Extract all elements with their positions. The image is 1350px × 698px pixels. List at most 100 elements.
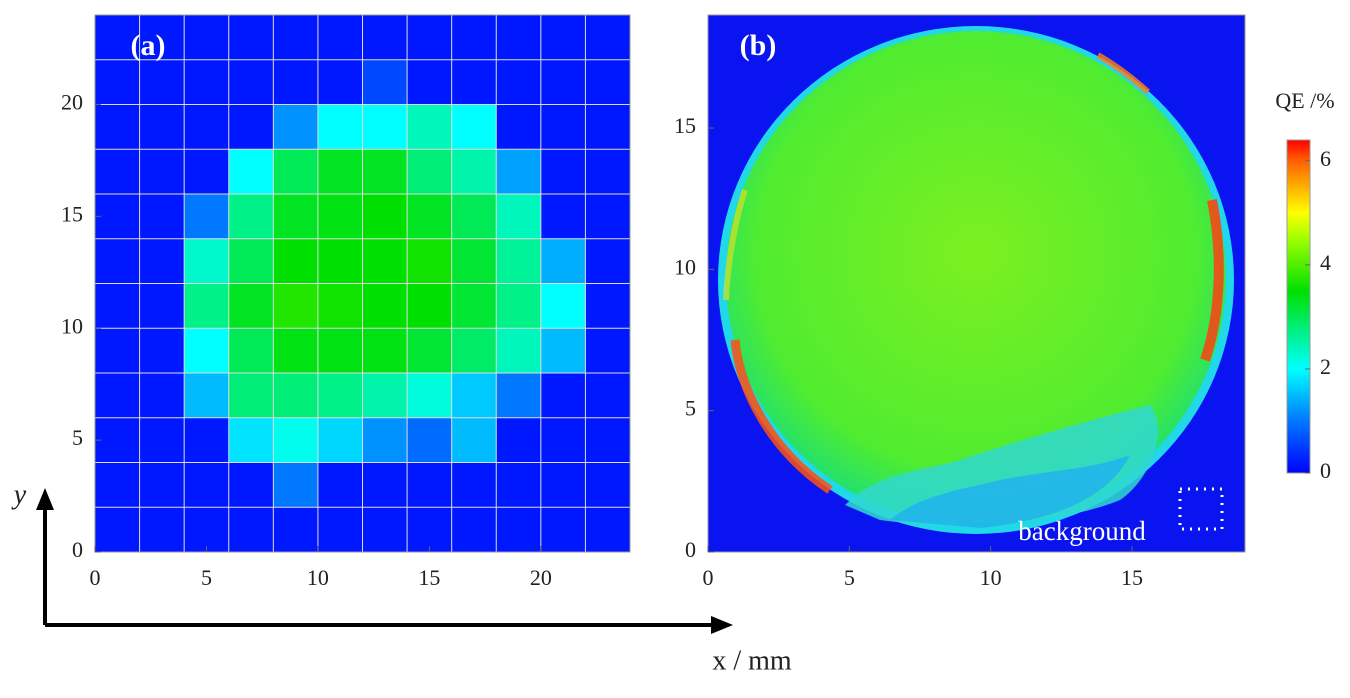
heatmap-cell [318,507,363,552]
heatmap-cell [273,284,318,329]
colorbar-tick-label: 0 [1320,458,1331,483]
heatmap-cell [229,373,274,418]
heatmap-cell [541,373,586,418]
heatmap-cell [452,15,497,60]
heatmap-layer [95,15,630,552]
colorbar-label: QE /% [1275,88,1334,113]
heatmap-cell [541,239,586,284]
heatmap-cell [229,15,274,60]
heatmap-cell [452,507,497,552]
heatmap-cell [585,507,630,552]
heatmap-cell [229,60,274,105]
y-tick-label: 0 [72,537,83,562]
heatmap-cell [95,105,140,150]
heatmap-cell [407,149,452,194]
heatmap-cell [229,194,274,239]
heatmap-cell [496,105,541,150]
heatmap-cell [184,507,229,552]
heatmap-cell [585,194,630,239]
heatmap-cell [184,15,229,60]
heatmap-cell [318,105,363,150]
heatmap-cell [541,284,586,329]
heatmap-cell [184,60,229,105]
heatmap-cell [585,60,630,105]
colorbar-tick-label: 2 [1320,354,1331,379]
heatmap-cell [95,328,140,373]
heatmap-cell [407,239,452,284]
heatmap-cell [229,463,274,508]
heatmap-cell [452,60,497,105]
heatmap-cell [363,463,408,508]
heatmap-cell [140,239,185,284]
heatmap-cell [318,373,363,418]
heatmap-cell [229,105,274,150]
arrow-head [36,488,54,510]
heatmap-cell [184,328,229,373]
heatmap-cell [318,149,363,194]
heatmap-cell [363,373,408,418]
heatmap-cell [363,239,408,284]
heatmap-cell [318,239,363,284]
heatmap-cell [273,239,318,284]
heatmap-cell [184,194,229,239]
heatmap-cell [585,463,630,508]
heatmap-cell [452,149,497,194]
y-tick-label: 15 [674,113,696,138]
heatmap-cell [140,284,185,329]
heatmap-cell [541,463,586,508]
heatmap-cell [229,328,274,373]
heatmap-cell [318,463,363,508]
heatmap-cell [273,60,318,105]
heatmap-cell [585,418,630,463]
colorbar-tick-label: 4 [1320,250,1331,275]
heatmap-cell [95,284,140,329]
heatmap-cell [318,418,363,463]
heatmap-cell [407,463,452,508]
x-tick-label: 5 [201,565,212,590]
heatmap-cell [407,418,452,463]
y-axis-label: y [11,479,27,510]
heatmap-cell [407,284,452,329]
heatmap-cell [140,194,185,239]
heatmap-cell [273,194,318,239]
heatmap-cell [496,418,541,463]
heatmap-cell [363,418,408,463]
heatmap-cell [496,463,541,508]
y-tick-label: 15 [61,201,83,226]
heatmap-cell [496,149,541,194]
heatmap-cell [452,418,497,463]
heatmap-cell [95,239,140,284]
heatmap-cell [585,284,630,329]
heatmap-cell [140,418,185,463]
heatmap-cell [496,239,541,284]
heatmap-cell [95,149,140,194]
x-tick-label: 10 [307,565,329,590]
heatmap-cell [407,60,452,105]
x-tick-label: 15 [1121,565,1143,590]
heatmap-cell [140,507,185,552]
heatmap-cell [585,239,630,284]
heatmap-cell [407,373,452,418]
heatmap-cell [318,284,363,329]
heatmap-cell [318,60,363,105]
heatmap-cell [318,328,363,373]
heatmap-cell [407,15,452,60]
heatmap-cell [496,507,541,552]
heatmap-cell [229,239,274,284]
heatmap-cell [585,105,630,150]
heatmap-cell [496,373,541,418]
heatmap-cell [541,194,586,239]
heatmap-cell [363,105,408,150]
y-tick-label: 5 [72,425,83,450]
colorbar-tick-label: 6 [1320,146,1331,171]
heatmap-cell [95,507,140,552]
heatmap-cell [140,149,185,194]
heatmap-cell [452,328,497,373]
heatmap-cell [452,239,497,284]
annotation: background [1018,516,1146,546]
heatmap-cell [273,418,318,463]
panel-label: (b) [740,29,777,62]
panel-label: (a) [131,29,166,62]
